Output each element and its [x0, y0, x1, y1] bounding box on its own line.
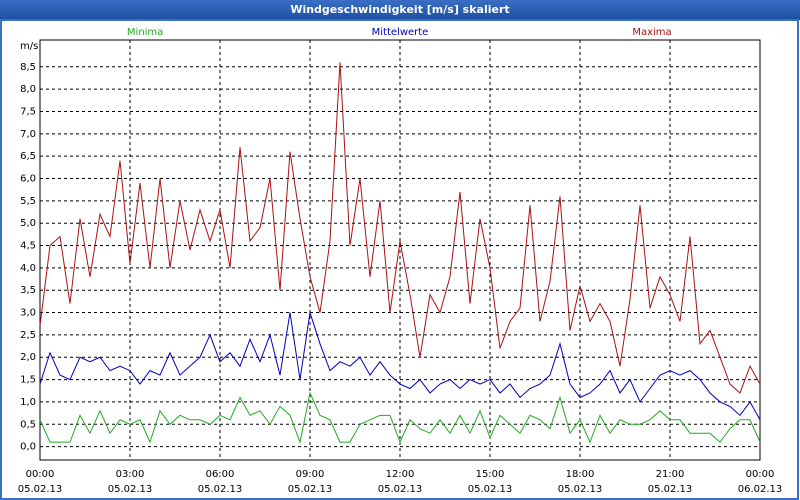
x-tick-label: 15:00 05.02.13 — [467, 469, 513, 495]
x-tick-label: 21:00 05.02.13 — [647, 469, 693, 495]
x-tick-label: 06:00 05.02.13 — [197, 469, 243, 495]
x-tick-label: 09:00 05.02.13 — [287, 469, 333, 495]
y-tick-label: 8,5 — [20, 62, 36, 73]
y-tick-label: 4,5 — [20, 241, 36, 252]
y-tick-label: 6,0 — [20, 174, 36, 185]
y-tick-label: 5,0 — [20, 218, 36, 229]
y-axis-label: m/s — [20, 41, 38, 52]
series-line — [39, 391, 761, 444]
x-tick-label: 18:00 05.02.13 — [557, 469, 603, 495]
series-line — [39, 312, 761, 421]
y-tick-label: 1,5 — [20, 375, 36, 386]
legend-label: Minima — [127, 27, 163, 38]
y-tick-label: 3,5 — [20, 285, 36, 296]
y-tick-label: 5,5 — [20, 196, 36, 207]
y-tick-label: 3,0 — [20, 308, 36, 319]
y-tick-label: 4,0 — [20, 263, 36, 274]
y-tick-label: 2,5 — [20, 330, 36, 341]
plot-frame — [39, 39, 761, 461]
y-tick-label: 1,0 — [20, 397, 36, 408]
y-tick-label: 6,5 — [20, 151, 36, 162]
y-tick-label: 7,5 — [20, 106, 36, 117]
legend-label: Maxima — [632, 27, 671, 38]
x-tick-label: 00:00 06.02.13 — [737, 469, 783, 495]
y-tick-label: 7,0 — [20, 129, 36, 140]
legend-label: Mittelwerte — [372, 27, 429, 38]
title-bar: Windgeschwindigkeit [m/s] skaliert — [0, 0, 800, 20]
y-tick-label: 8,0 — [20, 84, 36, 95]
y-tick-label: 2,0 — [20, 352, 36, 363]
x-tick-label: 03:00 05.02.13 — [107, 469, 153, 495]
series-line — [39, 62, 761, 394]
x-tick-label: 00:00 05.02.13 — [17, 469, 63, 495]
window-border — [0, 19, 799, 500]
y-tick-label: 0,0 — [20, 442, 36, 453]
x-tick-label: 12:00 05.02.13 — [377, 469, 423, 495]
y-tick-label: 0,5 — [20, 419, 36, 430]
